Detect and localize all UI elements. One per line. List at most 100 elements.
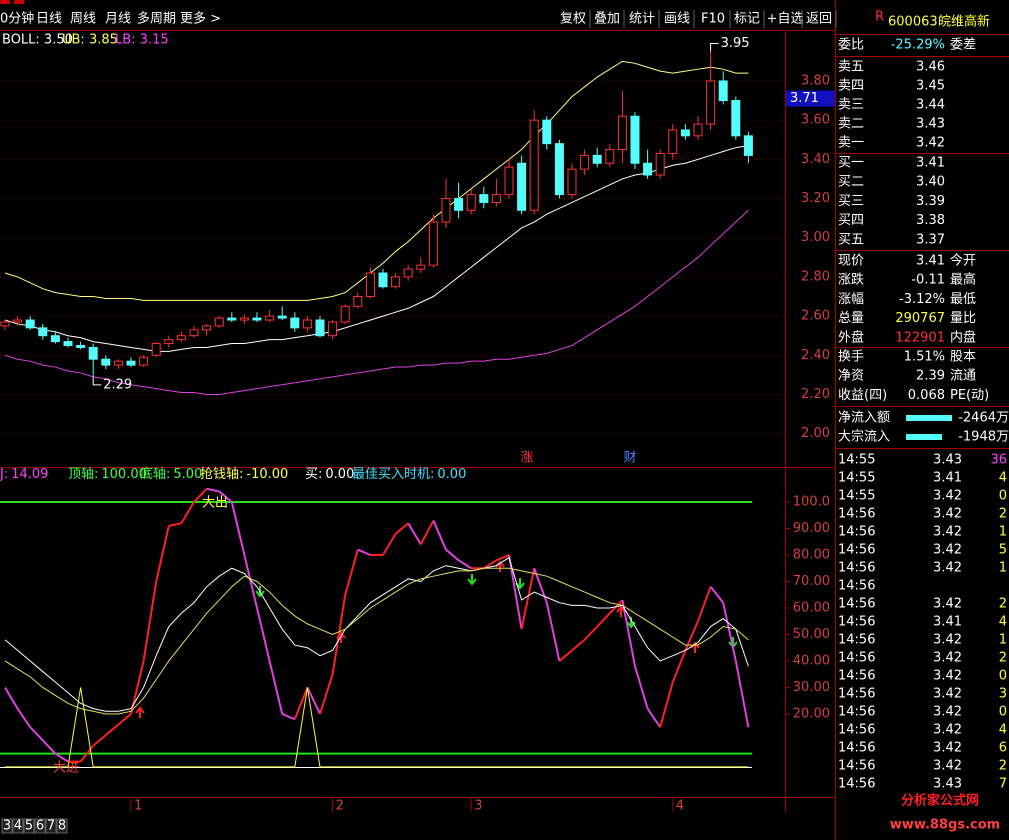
candle-body <box>277 315 287 319</box>
stat-label: 今开 <box>950 253 976 269</box>
stat-label: PE(动) <box>950 388 989 403</box>
y-tick-label: 90.00 <box>793 521 830 536</box>
j-line <box>16 708 32 728</box>
stat-label: 最高 <box>950 272 976 288</box>
j-line <box>193 488 208 503</box>
tick-volume: 6 <box>999 741 1007 756</box>
toolbar-item[interactable]: 画线 <box>664 12 690 27</box>
j-line <box>545 602 561 662</box>
header-label: 抢钱轴: <box>200 466 243 482</box>
stat-label: 现价 <box>838 254 864 269</box>
candle-body <box>50 335 60 343</box>
toolbar-item[interactable]: 日线 <box>36 12 62 27</box>
j-line <box>281 713 296 721</box>
tick-volume: 1 <box>999 525 1007 540</box>
tick-time: 14:56 <box>838 759 875 774</box>
toolbar-item[interactable]: 统计 <box>629 12 655 27</box>
j-line <box>331 594 347 675</box>
flow-bar <box>906 434 942 440</box>
legend-entry: BOLL: 3.50 <box>2 33 73 48</box>
y-tick-label: 2.80 <box>801 269 830 284</box>
tab[interactable] <box>56 818 68 834</box>
sell-arrow <box>255 586 265 598</box>
boll-line <box>4 60 749 301</box>
toolbar-item[interactable]: 周线 <box>70 12 96 27</box>
candle-body <box>731 100 741 137</box>
tick-volume: 7 <box>999 777 1007 792</box>
tick-volume: 36 <box>990 453 1007 468</box>
annotation: 3.95 <box>721 36 750 51</box>
ask-price: 3.44 <box>916 98 945 113</box>
candle-body <box>743 135 753 156</box>
candle-body <box>176 335 186 341</box>
j-line <box>4 686 19 710</box>
y-tick-label: 3.00 <box>801 230 830 245</box>
tab-label: 7 <box>47 819 55 834</box>
j-line <box>117 713 132 726</box>
indicator-header: J: 14.09 <box>0 467 48 482</box>
tab-label: 5 <box>25 819 33 834</box>
candle-body <box>113 360 123 366</box>
tab[interactable] <box>1 818 13 834</box>
price-marker <box>786 90 835 107</box>
toolbar-item[interactable]: 0分钟 <box>0 11 34 27</box>
candle-body <box>353 296 363 307</box>
bid-label: 买三 <box>838 194 864 209</box>
candle-body <box>630 115 640 164</box>
bid-price: 3.40 <box>916 175 945 190</box>
tick-time: 14:56 <box>838 777 875 792</box>
toolbar-item[interactable]: 复权 <box>560 11 586 27</box>
toolbar-item[interactable]: 叠加 <box>594 12 620 27</box>
j-line <box>634 665 649 709</box>
flow-value: -2464万 <box>958 411 1009 426</box>
price-marker-label: 3.71 <box>790 91 819 106</box>
toolbar-item[interactable]: 多周期 <box>137 11 176 27</box>
tick-time: 14:56 <box>838 543 875 558</box>
header-label: J: <box>0 467 8 482</box>
value: -25.29% <box>891 38 945 53</box>
tab-label: 8 <box>58 819 66 834</box>
j-line <box>79 745 94 763</box>
boll-line <box>4 145 749 352</box>
candle-body <box>290 317 300 329</box>
indicator-line <box>5 687 749 768</box>
header-value: 0.00 <box>325 467 354 482</box>
j-line <box>659 681 674 728</box>
ask-price: 3.45 <box>916 79 945 94</box>
toolbar-item[interactable]: F10 <box>701 12 725 27</box>
tab[interactable] <box>45 818 57 834</box>
tick-price: 3.42 <box>933 723 962 738</box>
ask-label: 卖五 <box>838 60 864 75</box>
tab[interactable] <box>34 818 46 834</box>
tick-time: 14:56 <box>838 651 875 666</box>
toolbar-item[interactable]: 更多 > <box>180 11 221 27</box>
y-tick-label: 2.00 <box>801 426 830 441</box>
tick-time: 14:56 <box>838 579 875 594</box>
tab[interactable] <box>23 818 35 834</box>
tick-volume: 1 <box>999 561 1007 576</box>
j-line <box>92 734 107 747</box>
candle-body <box>265 315 275 321</box>
toolbar-item[interactable]: 月线 <box>105 12 131 27</box>
tick-price: 3.42 <box>933 759 962 774</box>
indicator-header: 抢钱轴: -10.00 <box>200 466 288 482</box>
x-tick-label: 2 <box>336 799 344 814</box>
flow-bar <box>906 415 952 421</box>
toolbar-item[interactable]: 返回 <box>806 12 832 27</box>
x-tick-label: 3 <box>474 799 482 814</box>
candle-body <box>693 123 703 137</box>
j-line <box>382 533 397 556</box>
quote-code: 600063 <box>888 15 938 30</box>
candle-body <box>214 317 224 327</box>
toolbar-item[interactable]: +自选 <box>767 12 804 27</box>
tick-volume: 5 <box>999 543 1007 558</box>
candle-body <box>680 129 690 137</box>
watermark-url: www.88gs.com <box>890 818 1000 833</box>
candle-body <box>252 317 262 321</box>
tab[interactable] <box>12 818 24 834</box>
x-tick-label: 4 <box>676 799 684 814</box>
toolbar-item[interactable]: 标记 <box>734 12 760 27</box>
y-tick-label: 70.00 <box>793 574 830 589</box>
flow-label: 大宗流入 <box>838 429 890 445</box>
tick-volume: 4 <box>999 471 1007 486</box>
